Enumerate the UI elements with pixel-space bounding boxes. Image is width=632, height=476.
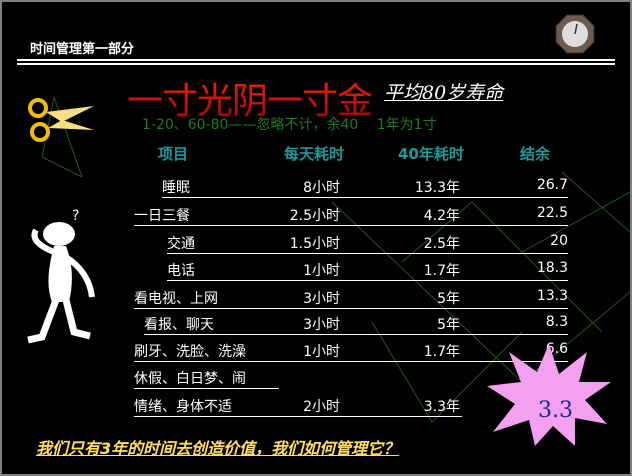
cell-daily: 3小时 xyxy=(303,291,340,307)
subtitle: 平均80岁寿命 xyxy=(384,82,504,104)
row-underline xyxy=(144,334,568,335)
cell-daily: 1小时 xyxy=(303,263,340,279)
cell-item: 休假、白日梦、闹 xyxy=(134,371,246,387)
starburst xyxy=(487,344,611,446)
clock-icon xyxy=(555,14,595,54)
row-underline xyxy=(134,225,568,226)
cell-remain: 26.7 xyxy=(536,177,568,193)
cell-daily: 2.5小时 xyxy=(289,208,340,224)
cell-remain: 13.3 xyxy=(536,288,568,304)
row-underline xyxy=(134,361,568,362)
table-row: 一日三餐 2.5小时 4.2年 22.5 xyxy=(2,205,630,227)
cell-item: 电话 xyxy=(167,263,195,279)
table-row: 交通 1.5小时 2.5年 20 xyxy=(2,233,630,255)
cell-daily: 1小时 xyxy=(303,344,340,360)
section-title: 时间管理第一部分 xyxy=(30,42,135,57)
cell-total: 5年 xyxy=(437,317,460,333)
cell-item: 睡眠 xyxy=(162,180,190,196)
col-header-daily: 每天耗时 xyxy=(284,145,345,163)
cell-total: 1.7年 xyxy=(423,344,460,360)
col-header-total: 40年耗时 xyxy=(398,145,464,163)
cell-item: 一日三餐 xyxy=(134,208,190,224)
table-row: 看报、聊天 3小时 5年 8.3 xyxy=(2,314,630,336)
final-remaining: 3.3 xyxy=(538,398,573,423)
svg-text:?: ? xyxy=(72,208,79,224)
table-row: 休假、白日梦、闹 xyxy=(2,368,630,390)
col-header-item: 项目 xyxy=(158,145,189,163)
cell-total: 13.3年 xyxy=(414,180,460,196)
cell-daily: 3小时 xyxy=(303,317,340,333)
slide-title: 一寸光阴一寸金 xyxy=(127,72,373,124)
cell-item: 看报、聊天 xyxy=(144,317,214,333)
table-row: 情绪、身体不适 2小时 3.3年 xyxy=(2,396,630,418)
cell-total: 5年 xyxy=(437,291,460,307)
row-underline xyxy=(167,253,568,254)
cell-total: 3.3年 xyxy=(423,399,460,415)
row-underline xyxy=(162,197,568,198)
cell-item: 交通 xyxy=(167,236,195,252)
scissors-icon xyxy=(28,98,94,142)
row-underline xyxy=(134,388,279,389)
cell-total: 1.7年 xyxy=(423,263,460,279)
table-row: 睡眠 8小时 13.3年 26.7 xyxy=(2,177,630,199)
row-underline xyxy=(134,308,568,309)
cell-remain: 20 xyxy=(550,233,568,249)
col-header-remain: 结余 xyxy=(520,145,551,163)
thinking-figure: ? xyxy=(27,208,95,344)
cell-total: 4.2年 xyxy=(423,208,460,224)
cell-daily: 8小时 xyxy=(303,180,340,196)
table-row: 刷牙、洗脸、洗澡 1小时 1.7年 6.6 xyxy=(2,341,630,363)
row-underline xyxy=(167,280,568,281)
cell-item: 刷牙、洗脸、洗澡 xyxy=(134,344,246,360)
cell-remain: 8.3 xyxy=(545,314,568,330)
cell-daily: 1.5小时 xyxy=(289,236,340,252)
cell-remain: 18.3 xyxy=(536,260,568,276)
cell-remain: 22.5 xyxy=(536,205,568,221)
cell-daily: 2小时 xyxy=(303,399,340,415)
conclusion-text: 我们只有3年的时间去创造价值，我们如何管理它？ xyxy=(36,439,400,458)
table-row: 电话 1小时 1.7年 18.3 xyxy=(2,260,630,282)
cell-item: 看电视、上网 xyxy=(134,291,218,307)
cell-item: 情绪、身体不适 xyxy=(134,399,232,415)
divider xyxy=(17,63,615,65)
note: 1-20、60-80——忽略不计，余40 1年为1寸 xyxy=(142,117,437,133)
row-underline xyxy=(134,416,462,417)
divider xyxy=(17,59,615,61)
table-row: 看电视、上网 3小时 5年 13.3 xyxy=(2,288,630,310)
cell-total: 2.5年 xyxy=(423,236,460,252)
